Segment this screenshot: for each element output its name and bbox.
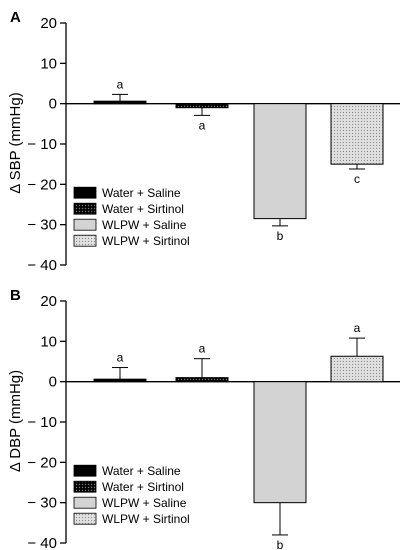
significance-letter: b: [277, 538, 284, 550]
legend-swatch: [73, 186, 97, 199]
significance-letter: a: [199, 118, 206, 132]
significance-letter: a: [199, 342, 206, 356]
chart-panel-b: B Δ DBP (mmHg) 20 10 0 − 10 − 20 − 30 − 40 a a b a Wa…: [7, 287, 400, 550]
y-tick-label: − 20: [27, 176, 57, 193]
y-tick-label: 0: [49, 96, 57, 113]
legend-swatch: [73, 512, 97, 525]
legend-swatch: [73, 202, 97, 215]
y-tick-label: 20: [40, 293, 57, 310]
significance-letter: c: [354, 172, 360, 186]
significance-letter: a: [117, 77, 124, 91]
legend-label: Water + Saline: [102, 464, 181, 478]
y-tick-label: − 40: [27, 257, 57, 274]
legend-label: Water + Sirtinol: [102, 202, 184, 216]
panel-label: A: [10, 9, 21, 26]
legend-label: WLPW + Saline: [102, 496, 187, 510]
legend-label: WLPW + Sirtinol: [102, 234, 190, 248]
bar-wlpw-saline: [253, 381, 307, 504]
bar-wlpw-sirtinol: [330, 103, 384, 165]
y-tick-label: − 40: [27, 535, 57, 550]
bar-water-sirtinol: [175, 103, 229, 109]
panel-label: B: [10, 287, 21, 304]
y-tick-label: 0: [49, 374, 57, 391]
y-tick-label: − 20: [27, 454, 57, 471]
y-tick-label: 10: [40, 55, 57, 72]
y-tick-label: − 30: [27, 495, 57, 512]
y-tick-label: 10: [40, 333, 57, 350]
y-tick-label: − 10: [27, 414, 57, 431]
legend-label: WLPW + Saline: [102, 218, 187, 232]
significance-letter: a: [117, 351, 124, 365]
legend-label: Water + Saline: [102, 186, 181, 200]
y-axis-title: Δ DBP (mmHg): [7, 370, 24, 472]
y-tick-label: 20: [40, 15, 57, 32]
legend-label: WLPW + Sirtinol: [102, 512, 190, 526]
legend-swatch: [73, 496, 97, 509]
y-axis-title: Δ SBP (mmHg): [7, 92, 24, 193]
y-tick-label: − 30: [27, 217, 57, 234]
bar-wlpw-saline: [253, 103, 307, 220]
legend-label: Water + Sirtinol: [102, 480, 184, 494]
bar-wlpw-sirtinol: [330, 355, 384, 383]
significance-letter: a: [354, 321, 361, 335]
legend-swatch: [73, 464, 97, 477]
legend-swatch: [73, 480, 97, 493]
legend-swatch: [73, 234, 97, 247]
significance-letter: b: [277, 229, 284, 243]
legend-swatch: [73, 218, 97, 231]
chart-panel-a: A Δ SBP (mmHg) 20 10 0 − 10 − 20 − 30 − 40 a a b c Wa…: [7, 9, 400, 274]
bar-water-sirtinol: [175, 377, 229, 383]
y-tick-label: − 10: [27, 136, 57, 153]
